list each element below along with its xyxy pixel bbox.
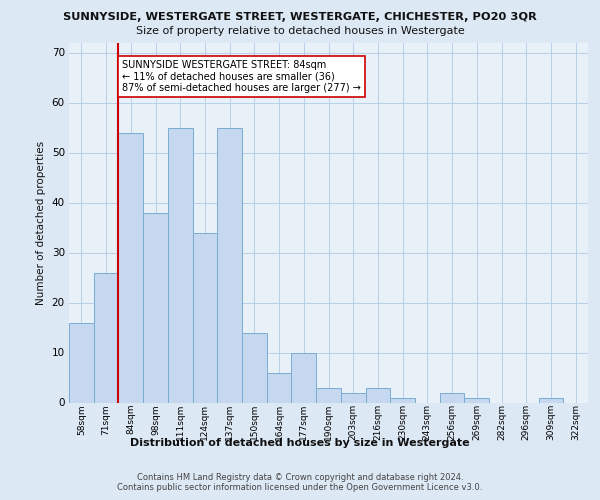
Bar [539, 398, 563, 402]
Text: Size of property relative to detached houses in Westergate: Size of property relative to detached ho… [136, 26, 464, 36]
Text: SUNNYSIDE WESTERGATE STREET: 84sqm
← 11% of detached houses are smaller (36)
87%: SUNNYSIDE WESTERGATE STREET: 84sqm ← 11%… [122, 60, 361, 93]
Bar [168, 128, 193, 402]
Bar [143, 212, 168, 402]
Text: Distribution of detached houses by size in Westergate: Distribution of detached houses by size … [130, 438, 470, 448]
Bar [94, 272, 118, 402]
Bar [341, 392, 365, 402]
Bar [390, 398, 415, 402]
Bar [292, 352, 316, 403]
Bar [217, 128, 242, 402]
Bar [69, 322, 94, 402]
Bar [365, 388, 390, 402]
Text: SUNNYSIDE, WESTERGATE STREET, WESTERGATE, CHICHESTER, PO20 3QR: SUNNYSIDE, WESTERGATE STREET, WESTERGATE… [63, 12, 537, 22]
Bar [193, 232, 217, 402]
Bar [118, 132, 143, 402]
Y-axis label: Number of detached properties: Number of detached properties [36, 140, 46, 304]
Bar [464, 398, 489, 402]
Text: Contains HM Land Registry data © Crown copyright and database right 2024.: Contains HM Land Registry data © Crown c… [137, 472, 463, 482]
Bar [242, 332, 267, 402]
Text: Contains public sector information licensed under the Open Government Licence v3: Contains public sector information licen… [118, 484, 482, 492]
Bar [316, 388, 341, 402]
Bar [267, 372, 292, 402]
Bar [440, 392, 464, 402]
